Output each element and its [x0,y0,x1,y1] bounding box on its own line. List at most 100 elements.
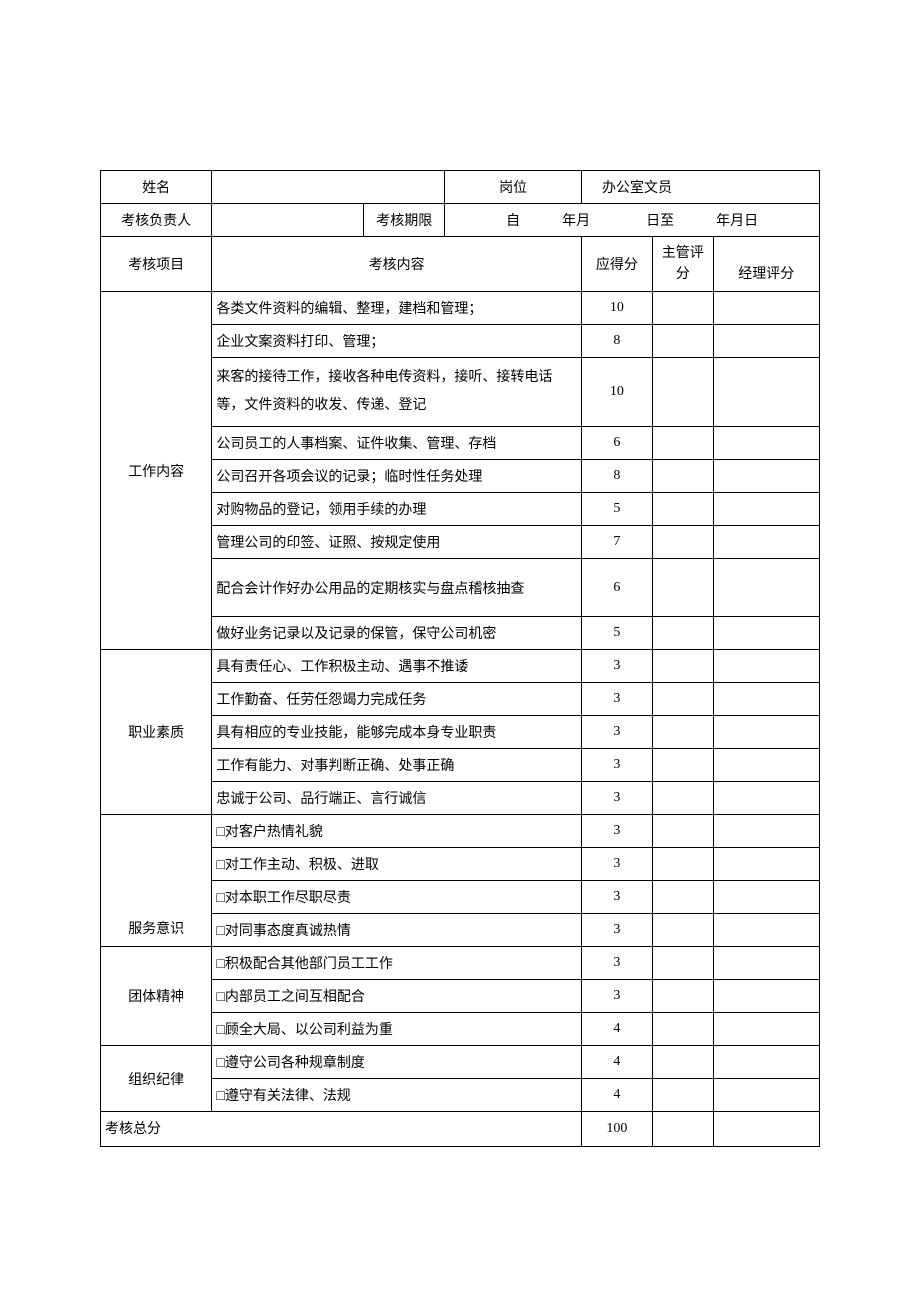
content-cell: □顾全大局、以公司利益为重 [212,1013,582,1046]
manager-score-cell[interactable] [713,358,819,427]
supervisor-score-cell[interactable] [652,815,713,848]
category-team: 团体精神 [101,947,212,1046]
manager-score-cell[interactable] [713,815,819,848]
score-cell: 3 [581,914,652,947]
manager-score-cell[interactable] [713,526,819,559]
reviewer-value [212,204,364,237]
manager-score-cell[interactable] [713,650,819,683]
header-row-reviewer: 考核负责人 考核期限 自 年月 日至 年月日 [101,204,820,237]
content-cell: □对本职工作尽职尽责 [212,881,582,914]
score-cell: 3 [581,947,652,980]
content-cell: 各类文件资料的编辑、整理，建档和管理； [212,292,582,325]
manager-score-cell[interactable] [713,782,819,815]
content-cell: □对同事态度真诚热情 [212,914,582,947]
manager-score-cell[interactable] [713,559,819,617]
name-label: 姓名 [101,171,212,204]
content-cell: 忠诚于公司、品行端正、言行诚信 [212,782,582,815]
col-content: 考核内容 [212,237,582,292]
manager-score-cell[interactable] [713,683,819,716]
manager-score-cell[interactable] [713,1079,819,1112]
content-cell: 公司员工的人事档案、证件收集、管理、存档 [212,427,582,460]
manager-score-cell[interactable] [713,427,819,460]
col-manager-score: 经理评分 [713,237,819,292]
supervisor-score-cell[interactable] [652,1013,713,1046]
supervisor-score-cell[interactable] [652,1112,713,1147]
col-should-score: 应得分 [581,237,652,292]
content-cell: 配合会计作好办公用品的定期核实与盘点稽核抽查 [212,559,582,617]
content-cell: 来客的接待工作，接收各种电传资料，接听、接转电话等，文件资料的收发、传递、登记 [212,358,582,427]
score-cell: 3 [581,881,652,914]
header-row-name: 姓名 岗位 办公室文员 [101,171,820,204]
supervisor-score-cell[interactable] [652,848,713,881]
category-professional: 职业素质 [101,650,212,815]
table-row: 团体精神 □积极配合其他部门员工工作 3 [101,947,820,980]
col-project: 考核项目 [101,237,212,292]
content-cell: 对购物品的登记，领用手续的办理 [212,493,582,526]
manager-score-cell[interactable] [713,980,819,1013]
content-cell: 企业文案资料打印、管理； [212,325,582,358]
score-cell: 4 [581,1013,652,1046]
supervisor-score-cell[interactable] [652,650,713,683]
supervisor-score-cell[interactable] [652,559,713,617]
manager-score-cell[interactable] [713,1112,819,1147]
content-cell: □内部员工之间互相配合 [212,980,582,1013]
score-cell: 3 [581,980,652,1013]
table-row: 组织纪律 □遵守公司各种规章制度 4 [101,1046,820,1079]
period-value: 自 年月 日至 年月日 [445,204,820,237]
content-cell: 管理公司的印签、证照、按规定使用 [212,526,582,559]
supervisor-score-cell[interactable] [652,292,713,325]
score-cell: 8 [581,325,652,358]
supervisor-score-cell[interactable] [652,325,713,358]
content-cell: 具有相应的专业技能，能够完成本身专业职责 [212,716,582,749]
manager-score-cell[interactable] [713,914,819,947]
manager-score-cell[interactable] [713,881,819,914]
name-value [212,171,445,204]
supervisor-score-cell[interactable] [652,427,713,460]
content-cell: 工作有能力、对事判断正确、处事正确 [212,749,582,782]
supervisor-score-cell[interactable] [652,460,713,493]
reviewer-label: 考核负责人 [101,204,212,237]
supervisor-score-cell[interactable] [652,947,713,980]
supervisor-score-cell[interactable] [652,914,713,947]
manager-score-cell[interactable] [713,325,819,358]
manager-score-cell[interactable] [713,749,819,782]
manager-score-cell[interactable] [713,1013,819,1046]
content-cell: 工作勤奋、任劳任怨竭力完成任务 [212,683,582,716]
supervisor-score-cell[interactable] [652,749,713,782]
supervisor-score-cell[interactable] [652,493,713,526]
manager-score-cell[interactable] [713,460,819,493]
category-service: 服务意识 [101,815,212,947]
score-cell: 6 [581,559,652,617]
manager-score-cell[interactable] [713,493,819,526]
content-cell: 公司召开各项会议的记录；临时性任务处理 [212,460,582,493]
category-discipline: 组织纪律 [101,1046,212,1112]
supervisor-score-cell[interactable] [652,782,713,815]
score-cell: 3 [581,650,652,683]
score-cell: 5 [581,617,652,650]
supervisor-score-cell[interactable] [652,716,713,749]
content-cell: 做好业务记录以及记录的保管，保守公司机密 [212,617,582,650]
score-cell: 5 [581,493,652,526]
score-cell: 3 [581,716,652,749]
table-row: 服务意识 □对客户热情礼貌 3 [101,815,820,848]
manager-score-cell[interactable] [713,716,819,749]
supervisor-score-cell[interactable] [652,1079,713,1112]
supervisor-score-cell[interactable] [652,980,713,1013]
category-work-content: 工作内容 [101,292,212,650]
score-cell: 4 [581,1079,652,1112]
supervisor-score-cell[interactable] [652,1046,713,1079]
supervisor-score-cell[interactable] [652,358,713,427]
score-cell: 3 [581,749,652,782]
supervisor-score-cell[interactable] [652,526,713,559]
score-cell: 3 [581,782,652,815]
manager-score-cell[interactable] [713,848,819,881]
score-cell: 10 [581,292,652,325]
supervisor-score-cell[interactable] [652,683,713,716]
score-cell: 10 [581,358,652,427]
manager-score-cell[interactable] [713,292,819,325]
manager-score-cell[interactable] [713,947,819,980]
manager-score-cell[interactable] [713,617,819,650]
manager-score-cell[interactable] [713,1046,819,1079]
supervisor-score-cell[interactable] [652,881,713,914]
supervisor-score-cell[interactable] [652,617,713,650]
